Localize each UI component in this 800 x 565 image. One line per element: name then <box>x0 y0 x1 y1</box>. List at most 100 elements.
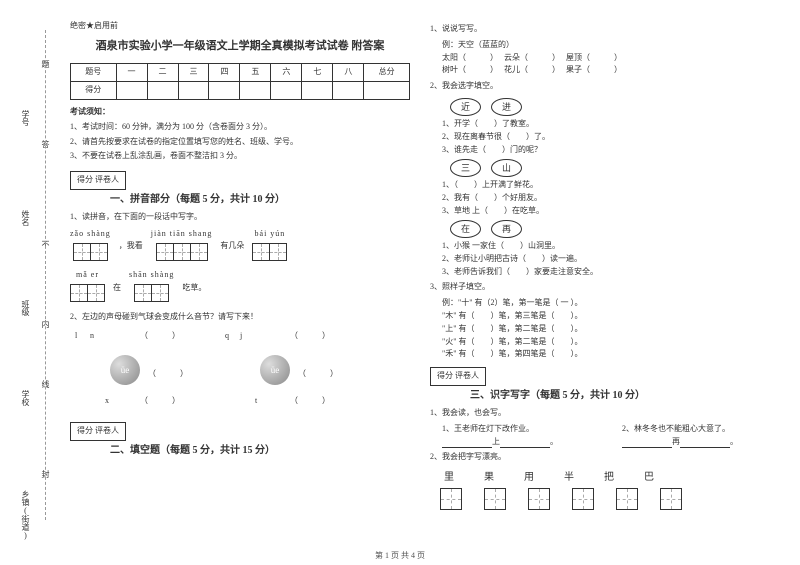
ray-label: j <box>240 330 242 343</box>
pinyin-block: jiàn tiān shang <box>151 228 213 266</box>
balloon-icon: üe <box>260 355 290 385</box>
tian-cell <box>572 488 594 510</box>
th: 五 <box>240 64 271 82</box>
inline-text: 在 <box>113 282 121 295</box>
tian-cell <box>528 488 550 510</box>
tian-cell <box>616 488 638 510</box>
margin-label: 学校 <box>20 390 31 406</box>
section-heading-2: 二、填空题（每题 5 分，共计 15 分） <box>110 443 410 459</box>
fill-item: 果子（ ） <box>566 65 622 74</box>
margin-label: 班级 <box>20 300 31 316</box>
fill-q3-item: "上" 有（ ）笔，第二笔是（ ）。 <box>442 323 770 336</box>
oval-char: 再 <box>491 220 522 238</box>
balloon-right: j （ ） q （ ） t （ ） üe <box>220 330 340 410</box>
fill-q2-stem: 2、我会选字填空。 <box>430 80 770 93</box>
table-row: 得分 <box>71 82 410 100</box>
char-label: 里 <box>440 470 458 486</box>
char-label: 把 <box>600 470 618 486</box>
char-label: 半 <box>560 470 578 486</box>
ray-label: l <box>75 330 77 343</box>
tian-cell <box>484 488 506 510</box>
tian-box-row <box>440 488 770 510</box>
pinyin-block: bái yún <box>252 228 287 266</box>
label: 再 <box>672 437 680 446</box>
tian-cell <box>660 488 682 510</box>
th: 七 <box>302 64 333 82</box>
inline-text: 有几朵 <box>220 240 244 253</box>
pinyin-block: shān shàng <box>129 269 174 307</box>
th: 三 <box>178 64 209 82</box>
fill-item: 花儿（ ） <box>504 65 556 74</box>
ray-label: q <box>225 330 229 343</box>
oval-char: 山 <box>491 159 522 177</box>
left-column: 绝密★启用前 酒泉市实验小学一年级语文上学期全真模拟考试试卷 附答案 题号 一 … <box>70 20 410 525</box>
content-columns: 绝密★启用前 酒泉市实验小学一年级语文上学期全真模拟考试试卷 附答案 题号 一 … <box>70 20 770 525</box>
fill-q1-row: 太阳（ ） 云朵（ ） 屋顶（ ） <box>442 52 770 65</box>
score-marker-box: 得分 评卷人 <box>70 422 126 441</box>
inline-text: 吃草。 <box>182 282 206 295</box>
pair-item: 3、老师告诉我们（ ）家要走注意安全。 <box>442 266 770 279</box>
sentence: 2、林冬冬也不能粗心大意了。 <box>622 423 770 436</box>
exam-page: 乡镇(街道) 学校 班级 姓名 学号 封 线 内 不 答 题 绝密★启用前 酒泉… <box>0 0 800 565</box>
secret-label: 绝密★启用前 <box>70 20 410 33</box>
tian-cell <box>440 488 462 510</box>
fill-underline: 再。 <box>622 436 770 449</box>
char-pair: 近 进 <box>450 98 522 116</box>
paren: （ ） <box>290 330 330 343</box>
char-label: 巴 <box>640 470 658 486</box>
pinyin-block: zǎo shàng <box>70 228 111 266</box>
pair-item: 3、谁先走（ ）门的呢？ <box>442 144 770 157</box>
margin-label: 姓名 <box>20 210 31 226</box>
pinyin-label: shān shàng <box>129 269 174 282</box>
fill-item: 云朵（ ） <box>504 53 556 62</box>
oval-char: 进 <box>491 98 522 116</box>
sentence: 1、王老师在灯下改作业。 <box>442 423 590 436</box>
instructions-heading: 考试须知： <box>70 106 410 119</box>
pair-item: 1、（ ）上开满了鲜花。 <box>442 179 770 192</box>
instruction-item: 2、请首先按要求在试卷的指定位置填写您的姓名、班级、学号。 <box>70 136 410 149</box>
pinyin-label: bái yún <box>252 228 287 241</box>
th: 题号 <box>71 64 117 82</box>
right-column: 1、说说写写。 例：天空（蓝蓝的） 太阳（ ） 云朵（ ） 屋顶（ ） 树叶（ … <box>430 20 770 525</box>
margin-label: 乡镇(街道) <box>20 490 31 540</box>
oval-char: 近 <box>450 98 481 116</box>
page-footer: 第 1 页 共 4 页 <box>0 550 800 561</box>
fill-q1-row: 树叶（ ） 花儿（ ） 果子（ ） <box>442 64 770 77</box>
score-table: 题号 一 二 三 四 五 六 七 八 总分 得分 <box>70 63 410 100</box>
pinyin-row-2: mǎ er 在 shān shàng 吃草。 <box>70 269 410 307</box>
fill-item: 屋顶（ ） <box>566 53 622 62</box>
oval-char: 在 <box>450 220 481 238</box>
oval-char: 三 <box>450 159 481 177</box>
th: 总分 <box>364 64 410 82</box>
fold-line <box>45 30 46 520</box>
balloon-icon: üe <box>110 355 140 385</box>
balloon-left: n （ ） l （ ） x （ ） üe <box>70 330 190 410</box>
fill-underline: 上。 <box>442 436 590 449</box>
fill-q3-stem: 3、照样子填空。 <box>430 281 770 294</box>
char-label: 用 <box>520 470 538 486</box>
paren: （ ） <box>298 368 338 381</box>
th: 六 <box>271 64 302 82</box>
th: 一 <box>116 64 147 82</box>
pair-item: 1、小猴 一家住（ ）山洞里。 <box>442 240 770 253</box>
pair-item: 3、草地 上（ ）在吃草。 <box>442 205 770 218</box>
th: 八 <box>333 64 364 82</box>
th: 二 <box>147 64 178 82</box>
shizi-q2-stem: 2、我会把字写漂亮。 <box>430 451 770 464</box>
score-marker-box: 得分 评卷人 <box>70 171 126 190</box>
fill-q3-item: "禾" 有（ ）笔，第四笔是（ ）。 <box>442 348 770 361</box>
instruction-item: 1、考试时间：60 分钟，满分为 100 分（含卷面分 3 分）。 <box>70 121 410 134</box>
td: 得分 <box>71 82 117 100</box>
fill-item: 树叶（ ） <box>442 65 494 74</box>
fill-q1-example: 例：天空（蓝蓝的） <box>442 39 770 52</box>
pair-item: 2、老师让小明把古诗（ ）读一遍。 <box>442 253 770 266</box>
section-heading-3: 三、识字写字（每题 5 分，共计 10 分） <box>470 388 770 404</box>
th: 四 <box>209 64 240 82</box>
score-marker-box: 得分 评卷人 <box>430 367 486 386</box>
table-row: 题号 一 二 三 四 五 六 七 八 总分 <box>71 64 410 82</box>
paren: （ ） <box>290 395 330 408</box>
ray-label: n <box>90 330 94 343</box>
q2-stem: 2、左边的声母碰到气球会变成什么音节？请写下来！ <box>70 311 410 324</box>
left-margin: 乡镇(街道) 学校 班级 姓名 学号 封 线 内 不 答 题 <box>10 20 60 540</box>
instruction-item: 3、不要在试卷上乱涂乱画，卷面不整洁扣 3 分。 <box>70 150 410 163</box>
